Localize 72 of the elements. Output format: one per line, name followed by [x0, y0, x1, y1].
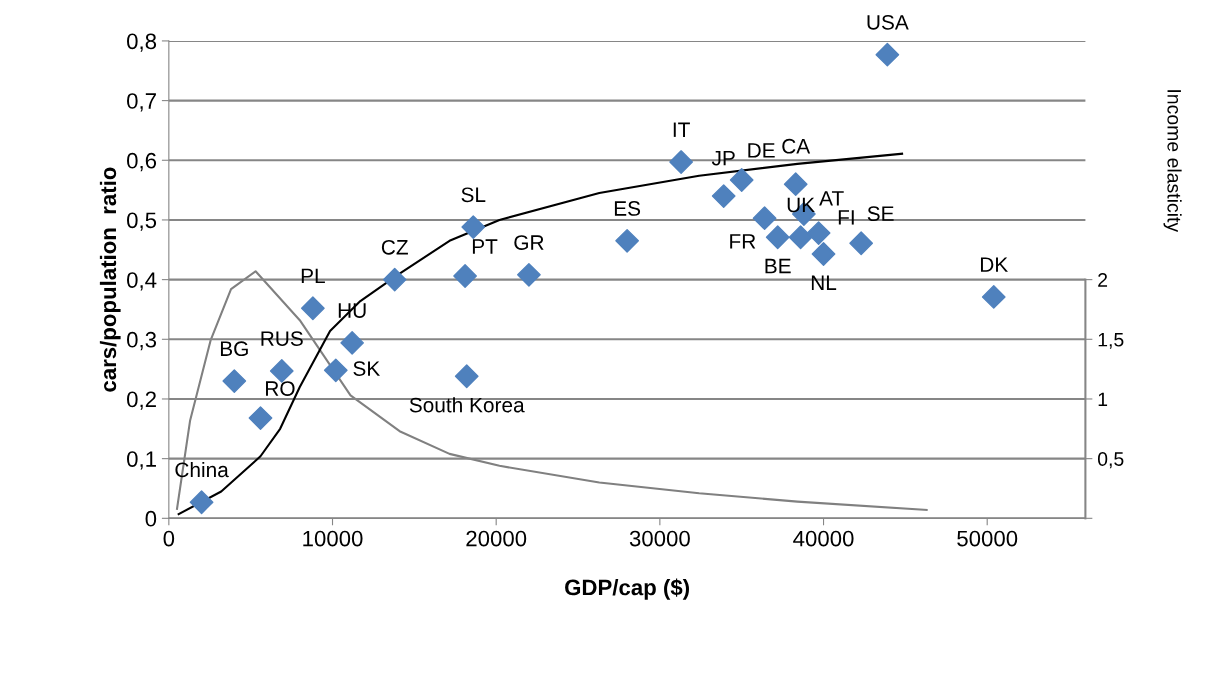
point [765, 225, 790, 250]
x-tick-label: 50000 [957, 530, 1018, 547]
y2-axis-title: Income elasticity [1163, 90, 1182, 233]
annotation: USA [867, 14, 909, 30]
annotation: RO [266, 381, 295, 396]
x-tick-label: 0 [163, 530, 175, 547]
point [517, 262, 541, 287]
point [189, 490, 214, 515]
annotation: NL [811, 275, 837, 290]
y-tick-label: 0,7 [127, 93, 156, 112]
point [340, 330, 365, 355]
annotation: AT [819, 191, 844, 206]
annotation: BG [220, 341, 248, 357]
annotation: SK [353, 361, 380, 376]
point [461, 215, 486, 239]
annotation: JP [711, 151, 735, 166]
y2-tick-label: 0,5 [1097, 452, 1124, 469]
annotation: PL [301, 268, 325, 284]
point [222, 369, 247, 393]
annotation: GR [514, 235, 544, 250]
x-tick-label: 20000 [466, 530, 527, 547]
annotation: IT [673, 122, 690, 137]
annotation: DE [748, 143, 775, 158]
point [615, 228, 640, 253]
annotation: ES [614, 201, 641, 216]
point [711, 184, 736, 208]
annotation: SE [867, 206, 894, 222]
y2-tick-label: 1,5 [1098, 332, 1124, 349]
annotation: SL [461, 187, 486, 203]
annotation: FR [730, 234, 756, 249]
point [811, 242, 836, 266]
x-tick-label: 30000 [629, 530, 690, 547]
y-tick-label: 0,4 [127, 272, 157, 291]
annotation: China [175, 461, 229, 478]
annotation: BE [765, 258, 791, 274]
x-tick-label: 40000 [793, 530, 854, 547]
annotation: CA [782, 138, 811, 154]
y2-tick-label: 1 [1098, 392, 1108, 407]
x-axis-title: GDP/cap ($) [565, 578, 689, 600]
point [752, 206, 777, 231]
point [454, 364, 479, 389]
point [875, 42, 900, 67]
point [248, 406, 273, 430]
y-tick-label: 0 [145, 510, 157, 527]
annotation: South Korea [409, 397, 525, 413]
point [300, 296, 325, 321]
y-tick-label: 0,6 [127, 152, 157, 172]
annotation: PT [472, 239, 498, 254]
point [729, 168, 754, 192]
y-tick-label: 0,2 [127, 391, 156, 410]
y2-tick-label: 2 [1098, 273, 1108, 287]
y-tick-label: 0,3 [127, 331, 157, 351]
annotation: RUS [261, 331, 303, 346]
point [806, 221, 831, 245]
point [783, 172, 808, 197]
point [849, 231, 874, 256]
x-tick-label: 10000 [303, 530, 363, 547]
point [382, 267, 407, 292]
y-tick-label: 0,1 [127, 451, 156, 470]
annotation: UK [787, 197, 815, 213]
point [453, 264, 477, 288]
annotation: DK [980, 257, 1008, 272]
point [269, 359, 294, 383]
point [669, 150, 694, 174]
y-axis-title: cars/population ratio [99, 167, 121, 392]
point [788, 225, 813, 250]
annotation: FI [838, 210, 854, 225]
y-tick-label: 0,8 [127, 33, 157, 52]
y-tick-label: 0,5 [127, 212, 157, 231]
annotation: CZ [381, 239, 408, 255]
point [323, 358, 348, 383]
point [981, 285, 1006, 309]
